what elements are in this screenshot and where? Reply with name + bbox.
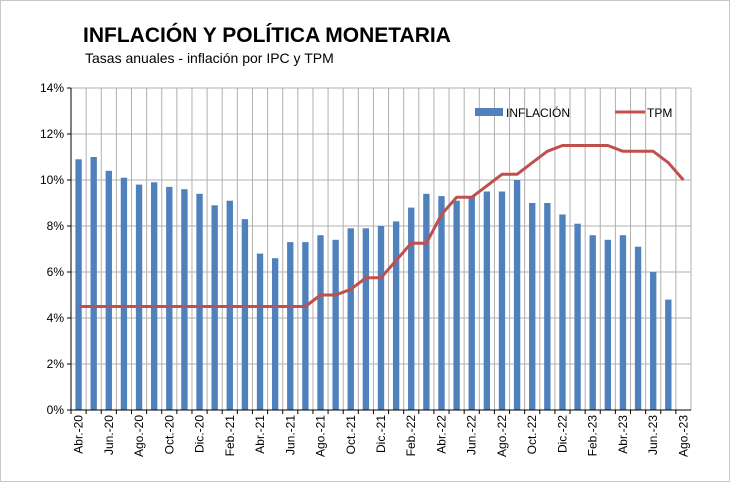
line-layer	[78, 144, 685, 308]
bar-inflacion	[317, 235, 324, 410]
x-tick-label: Abr.-23	[616, 415, 630, 454]
bar-inflacion	[665, 299, 672, 410]
bar-inflacion	[423, 193, 430, 410]
x-tick-label: Feb.-21	[223, 415, 237, 457]
x-tick-label: Oct.-22	[525, 415, 539, 455]
y-tick-label: 10%	[40, 173, 64, 187]
chart-subtitle: Tasas anuales - inflación por IPC y TPM	[85, 50, 334, 66]
x-tick-label: Oct.-21	[344, 415, 358, 455]
grid-layer	[70, 87, 692, 411]
bar-inflacion	[438, 196, 445, 410]
bar-inflacion	[483, 191, 491, 410]
x-tick-label: Ago.-22	[495, 415, 509, 457]
bar-inflacion	[241, 219, 249, 410]
bar-inflacion	[650, 272, 657, 410]
x-tick-label: Jun.-20	[102, 415, 116, 455]
bar-inflacion	[392, 221, 400, 410]
bar-inflacion	[468, 196, 475, 410]
bar-inflacion	[166, 186, 173, 410]
bar-inflacion	[529, 203, 536, 410]
x-tick-label: Jun.-23	[646, 415, 660, 455]
line-tpm	[78, 144, 685, 308]
bar-inflacion	[75, 159, 82, 410]
y-tick-label: 6%	[47, 265, 65, 279]
bar-inflacion	[196, 193, 203, 410]
x-tick-label: Ago.-20	[132, 415, 146, 457]
x-tick-label: Abr.-21	[253, 415, 267, 454]
x-tick-label: Jun.-22	[465, 415, 479, 455]
bar-inflacion	[150, 182, 158, 410]
bar-inflacion	[302, 242, 309, 410]
legend-label-inflacion: INFLACIÓN	[506, 105, 570, 120]
x-tick-label: Dic.-22	[555, 415, 569, 453]
legend-swatch-inflacion	[475, 108, 503, 116]
y-tick-label: 14%	[40, 81, 64, 95]
y-tick-label: 8%	[47, 219, 65, 233]
x-tick-label: Oct.-20	[162, 415, 176, 455]
chart-title: INFLACIÓN Y POLÍTICA MONETARIA	[83, 23, 451, 47]
bar-inflacion	[287, 242, 294, 410]
x-tick-label: Ago.-23	[676, 415, 690, 457]
y-tick-label: 0%	[47, 403, 65, 417]
x-tick-label: Ago.-21	[314, 415, 328, 457]
y-tick-label: 2%	[47, 357, 65, 371]
bar-inflacion	[332, 239, 339, 410]
bar-inflacion	[90, 157, 97, 410]
x-tick-label: Feb.-22	[404, 415, 418, 457]
bar-inflacion	[181, 189, 188, 410]
legend: INFLACIÓN TPM	[475, 105, 672, 120]
bar-inflacion	[634, 246, 642, 410]
x-tick-label: Jun.-21	[283, 415, 297, 455]
bar-inflacion	[559, 214, 566, 410]
bar-inflacion	[513, 180, 521, 410]
bar-inflacion	[256, 253, 264, 410]
x-tick-label: Dic.-20	[193, 415, 207, 453]
bar-inflacion	[120, 177, 128, 410]
bar-inflacion	[544, 203, 551, 410]
bar-inflacion	[589, 235, 596, 410]
bar-inflacion	[574, 223, 581, 410]
bar-inflacion	[377, 226, 385, 410]
x-tick-label: Abr.-22	[434, 415, 448, 454]
x-tick-label: Feb.-23	[586, 415, 600, 457]
y-tick-label: 4%	[47, 311, 65, 325]
y-tick-label: 12%	[40, 127, 64, 141]
bar-inflacion	[453, 200, 460, 410]
bar-inflacion	[135, 184, 143, 410]
bar-inflacion	[604, 239, 612, 410]
bar-inflacion	[619, 235, 627, 410]
x-tick-label: Abr.-20	[72, 415, 86, 454]
bar-inflacion	[362, 228, 370, 410]
bar-inflacion	[498, 191, 506, 410]
bar-inflacion	[105, 170, 112, 410]
bar-inflacion	[408, 207, 415, 410]
bar-inflacion	[271, 258, 279, 410]
x-tick-label: Dic.-21	[374, 415, 388, 453]
bar-inflacion	[347, 228, 354, 410]
legend-label-tpm: TPM	[647, 106, 672, 120]
axis-layer: 0% 2% 4% 6% 8% 10% 12% 14% Abr.-20 Jun.-20 Ago.-20…	[40, 81, 691, 457]
